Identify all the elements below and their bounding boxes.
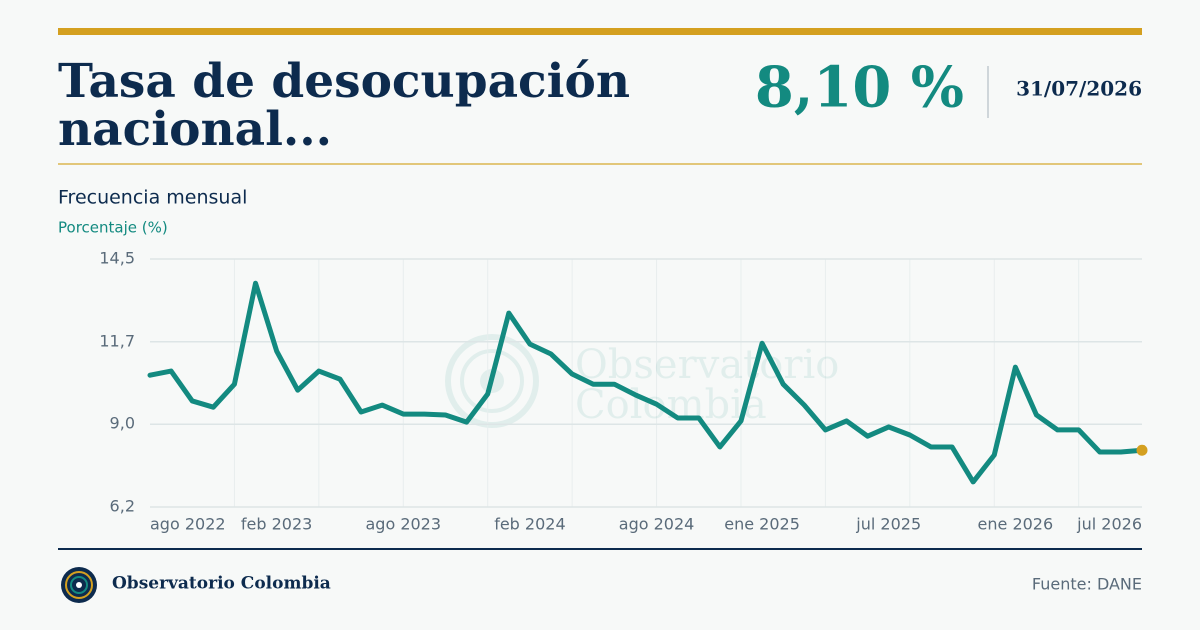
footer-source: Fuente: DANE — [1032, 575, 1142, 594]
watermark: Observatorio Colombia — [575, 342, 840, 428]
x-tick-label: ene 2026 — [978, 515, 1054, 534]
footer-brand: Observatorio Colombia — [112, 574, 331, 594]
subtitle: Frecuencia mensual — [58, 187, 247, 209]
y-tick-label: 6,2 — [110, 497, 135, 516]
x-tick-label: feb 2023 — [241, 515, 312, 534]
x-tick-label: ago 2023 — [365, 515, 441, 534]
date: 31/07/2026 — [1016, 77, 1142, 101]
title: Tasa de desocupación nacional... — [58, 54, 631, 157]
y-axis-label: Porcentaje (%) — [58, 219, 168, 237]
headline-value: 8,10 % — [755, 55, 964, 121]
y-tick-label: 14,5 — [99, 249, 135, 268]
x-tick-label: jul 2025 — [855, 515, 921, 534]
x-tick-label: jul 2026 — [1076, 515, 1142, 534]
footer-logo — [61, 567, 97, 603]
x-tick-label: ago 2022 — [150, 515, 226, 534]
y-tick-label: 9,0 — [110, 414, 135, 433]
top-bar — [58, 28, 1142, 35]
x-tick-label: feb 2024 — [494, 515, 565, 534]
x-tick-label: ago 2024 — [619, 515, 695, 534]
x-tick-label: ene 2025 — [724, 515, 800, 534]
y-tick-label: 11,7 — [99, 331, 135, 350]
line — [147, 280, 1145, 485]
last-point — [1136, 444, 1148, 456]
watermark-logo — [445, 334, 539, 428]
